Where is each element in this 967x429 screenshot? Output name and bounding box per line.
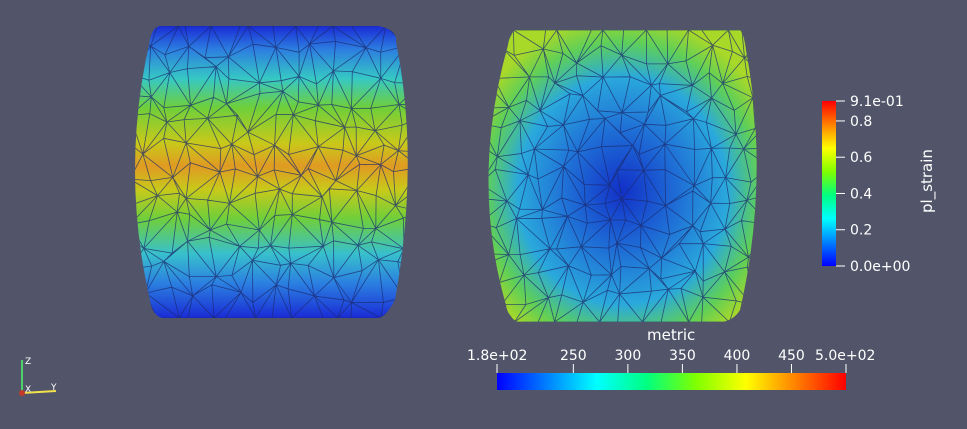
mesh-left-pl-strain[interactable] <box>130 26 420 318</box>
colorbar-pl-strain-title: pl_strain <box>918 149 937 213</box>
colorbar-metric-tick-label: 300 <box>615 348 642 364</box>
colorbar-metric-ticks: 250 300 350 400 450 <box>496 348 847 373</box>
colorbar-pl-strain-tick-label: 0.6 <box>850 150 872 166</box>
mesh-left-wireframe <box>135 26 408 318</box>
colorbar-metric-max-label: 5.0e+02 <box>815 348 875 364</box>
colorbar-pl-strain-ticks: 0.2 0.4 0.6 0.8 <box>836 100 872 267</box>
colorbar-metric[interactable]: metric 1.8e+02 5.0e+02 250 300 350 400 450 <box>467 326 875 390</box>
mesh-edges <box>135 26 408 318</box>
axis-y-label: Y <box>50 383 57 393</box>
colorbar-metric-tick-label: 250 <box>560 348 587 364</box>
mesh-right-metric[interactable] <box>480 30 770 322</box>
colorbar-metric-bar[interactable] <box>497 373 846 390</box>
colorbar-pl-strain-tick-label: 0.2 <box>850 223 872 239</box>
colorbar-metric-tick-label: 350 <box>669 348 696 364</box>
colorbar-pl-strain[interactable]: 0.2 0.4 0.6 0.8 9.1e-01 0.0e+00 pl_strain <box>822 94 937 275</box>
orientation-axes-widget[interactable]: Z X Y <box>19 357 57 396</box>
colorbar-metric-title: metric <box>647 326 695 344</box>
colorbar-pl-strain-max-label: 9.1e-01 <box>850 94 904 110</box>
axis-x-dot <box>19 390 25 396</box>
mesh-left-surface[interactable] <box>135 26 408 318</box>
axis-x-label: X <box>25 385 31 395</box>
colorbar-metric-tick-label: 450 <box>778 348 805 364</box>
colorbar-metric-min-label: 1.8e+02 <box>467 348 527 364</box>
axis-z-label: Z <box>25 357 31 367</box>
colorbar-pl-strain-tick-label: 0.8 <box>850 114 872 130</box>
colorbar-metric-tick-label: 400 <box>724 348 751 364</box>
axis-y-line <box>21 390 57 394</box>
colorbar-pl-strain-bar[interactable] <box>822 101 836 266</box>
colorbar-pl-strain-tick-label: 0.4 <box>850 186 872 202</box>
colorbar-pl-strain-min-label: 0.0e+00 <box>850 259 910 275</box>
